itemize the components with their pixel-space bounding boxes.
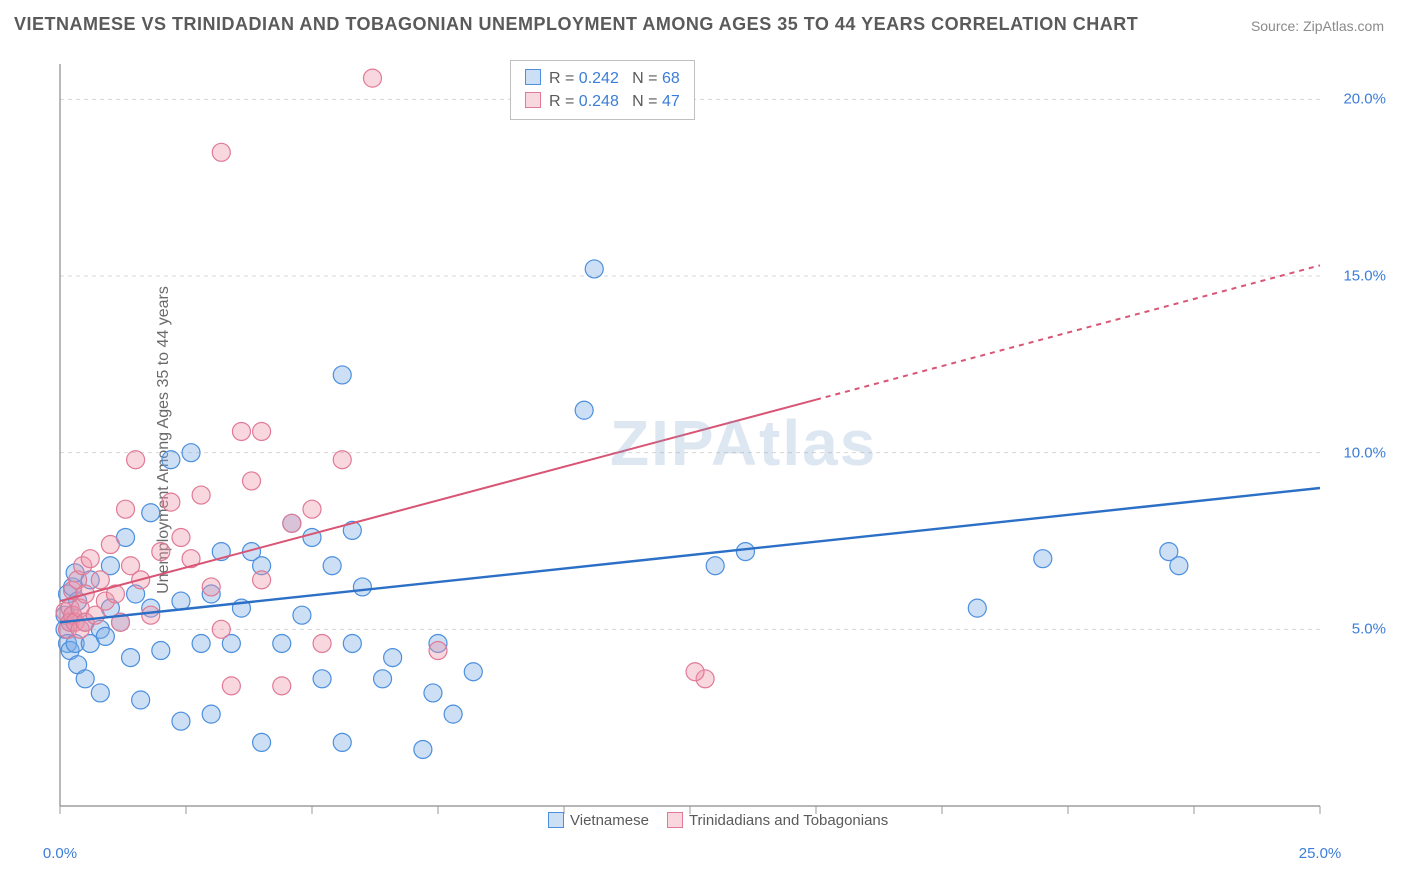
source-label: Source: ZipAtlas.com — [1251, 18, 1384, 34]
legend-label: Vietnamese — [570, 812, 649, 829]
chart-title: VIETNAMESE VS TRINIDADIAN AND TOBAGONIAN… — [14, 14, 1138, 35]
y-tick-label: 10.0% — [1343, 444, 1386, 461]
chart-plot-area: R = 0.242 N = 68R = 0.248 N = 47 ZIPAtla… — [50, 56, 1340, 836]
legend-swatch — [667, 812, 683, 828]
x-tick-label: 0.0% — [43, 845, 77, 862]
y-tick-label: 5.0% — [1352, 621, 1386, 638]
series-legend: Vietnamese Trinidadians and Tobagonians — [530, 812, 888, 829]
correlation-legend-row: R = 0.248 N = 47 — [525, 90, 680, 113]
correlation-legend-row: R = 0.242 N = 68 — [525, 67, 680, 90]
y-tick-label: 20.0% — [1343, 91, 1386, 108]
scatter-chart-svg — [50, 56, 1340, 836]
correlation-legend: R = 0.242 N = 68R = 0.248 N = 47 — [510, 60, 695, 120]
x-tick-label: 25.0% — [1299, 845, 1342, 862]
y-tick-label: 15.0% — [1343, 268, 1386, 285]
legend-label: Trinidadians and Tobagonians — [689, 812, 888, 829]
legend-swatch — [548, 812, 564, 828]
